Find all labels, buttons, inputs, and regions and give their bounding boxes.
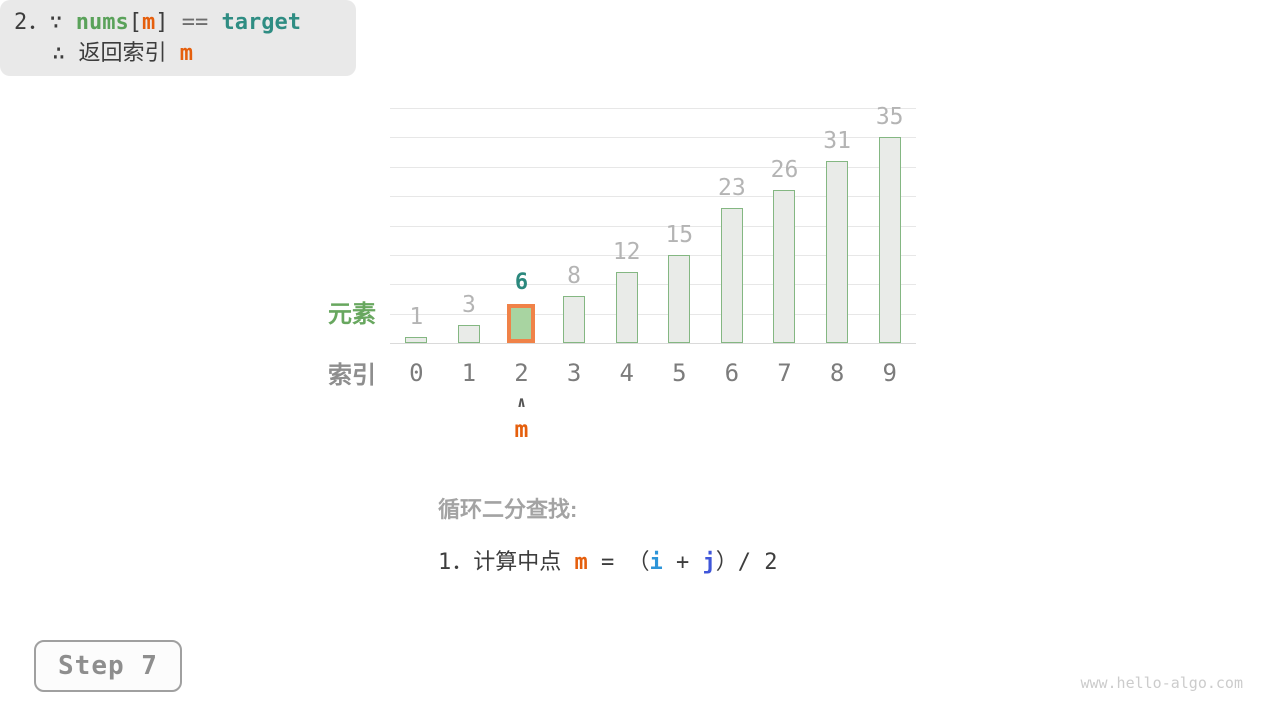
step1-prefix: 1．计算中点 (438, 550, 575, 575)
bar-column-7: 26 7 (758, 108, 811, 386)
therefore-return-index: ∴ 返回索引 (52, 41, 180, 66)
x-tick-label: 9 (882, 359, 897, 387)
bracket-close: ] (155, 10, 169, 35)
bar-value-label: 26 (770, 157, 799, 183)
bar-value-label: 23 (718, 175, 746, 201)
x-tick-label: 8 (829, 359, 845, 387)
var-m: m (179, 41, 193, 66)
bar (615, 272, 638, 343)
bar-value-label: 12 (612, 239, 641, 265)
bar (405, 337, 428, 343)
bracket-open: [ (128, 10, 142, 35)
x-axis-label-index: 索引 (328, 362, 376, 389)
bar-highlighted (507, 304, 536, 343)
bar-value-label: 15 (665, 222, 694, 248)
gridline (390, 137, 916, 139)
bar (563, 296, 586, 343)
bar-column-8: 31 8 (811, 108, 864, 386)
var-j: j (702, 550, 716, 575)
bar-value-label: 31 (823, 128, 851, 154)
annotation-step1: 1．计算中点 m = （i + j）/ 2 (438, 549, 778, 578)
bar-value-label: 35 (875, 104, 904, 130)
bar-plot-area: 1 0 3 1 6 2 ∧ m 8 3 12 4 15 5 23 6 26 7 31 8 35 9 (390, 104, 916, 442)
var-i: i (649, 550, 663, 575)
bar-value-label: 3 (461, 292, 476, 318)
pointer-label-m: m (514, 417, 529, 443)
x-axis-baseline (390, 343, 916, 344)
gridline (390, 313, 916, 315)
x-tick-label: 7 (777, 359, 792, 387)
x-tick-label: 4 (619, 359, 634, 387)
bar-column-2: 6 2 ∧ m (495, 108, 548, 442)
var-m: m (574, 550, 588, 575)
bar (878, 137, 901, 343)
plus-operator: + (662, 550, 703, 575)
gridline (390, 254, 916, 256)
step2-prefix-because: 2．∵ (14, 10, 76, 35)
x-tick-label: 1 (461, 359, 477, 387)
watermark: www.hello-algo.com (1080, 674, 1243, 692)
equals-open-paren: = （ (587, 550, 650, 575)
x-tick-label: 5 (672, 359, 687, 387)
bar-column-9: 35 9 (863, 104, 916, 386)
bar-column-4: 12 4 (600, 108, 653, 386)
y-axis-label-element: 元素 (328, 301, 376, 328)
gridline (390, 225, 916, 227)
bar-value-label: 1 (409, 304, 424, 330)
bar (457, 325, 480, 343)
equality-operator: == (168, 10, 222, 35)
x-tick-label: 2 (514, 359, 529, 387)
bar-column-6: 23 6 (706, 108, 759, 386)
bar (826, 161, 849, 343)
step-badge-label: Step 7 (58, 651, 158, 681)
close-paren-divide-2: ）/ 2 (715, 550, 778, 575)
bar (773, 190, 796, 343)
bar (668, 255, 691, 343)
bar-value-label: 8 (567, 263, 582, 289)
gridline (390, 196, 916, 198)
annotation-step2-line2: ∴ 返回索引 m (14, 38, 356, 69)
annotation-step2-box: 2．∵ nums[m] == target ∴ 返回索引 m (0, 0, 356, 76)
bar-column-5: 15 5 (653, 108, 706, 386)
x-tick-label: 6 (724, 359, 740, 387)
bar (720, 208, 743, 343)
x-tick-label: 0 (409, 359, 424, 387)
pointer-caret-icon: ∧ (516, 393, 526, 411)
var-m: m (141, 10, 156, 35)
gridline (390, 166, 916, 168)
bar-value-label: 6 (514, 270, 529, 295)
var-nums: nums (75, 10, 129, 35)
gridline (390, 108, 916, 109)
annotation-step2-line1: 2．∵ nums[m] == target (14, 7, 356, 38)
step-badge: Step 7 (34, 640, 182, 692)
x-tick-label: 3 (566, 359, 582, 387)
annotation-heading: 循环二分查找: (438, 497, 578, 522)
var-target: target (221, 10, 301, 35)
gridline (390, 284, 916, 286)
